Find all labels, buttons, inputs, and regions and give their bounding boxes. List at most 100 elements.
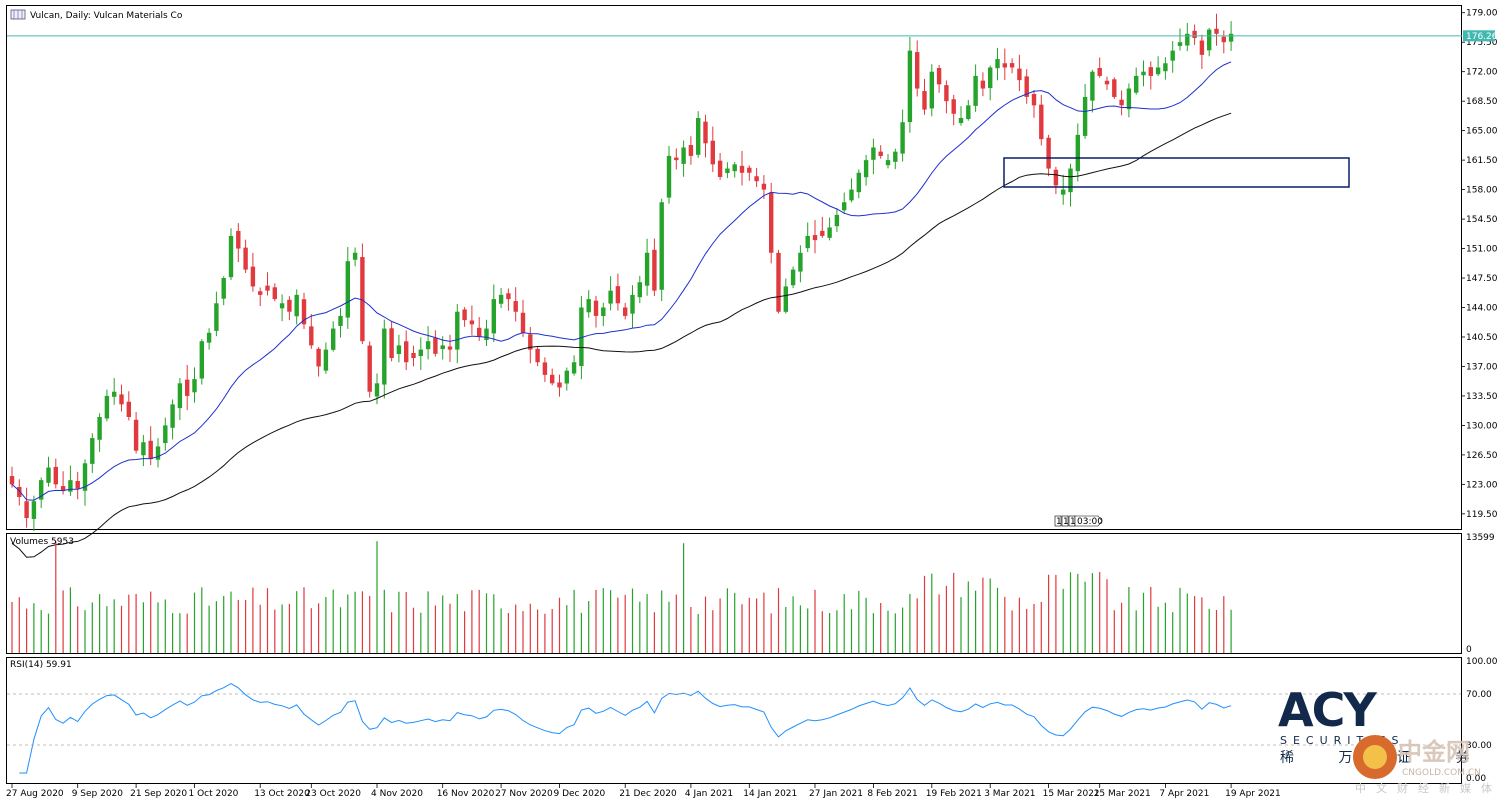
candle-body bbox=[338, 315, 343, 326]
candle-body bbox=[769, 192, 774, 253]
candle-body bbox=[1119, 99, 1124, 106]
candle-body bbox=[498, 294, 504, 304]
ma-short-line bbox=[11, 61, 1232, 501]
candle-body bbox=[68, 480, 73, 492]
candle-body bbox=[951, 99, 956, 114]
candle-body bbox=[177, 383, 183, 409]
candle-body bbox=[513, 301, 518, 312]
current-price-tag: 176.26 bbox=[1463, 30, 1498, 42]
date-tick-label: 14 Jan 2021 bbox=[743, 789, 797, 799]
candle-body bbox=[988, 67, 993, 89]
date-tick-label: 3 Mar 2021 bbox=[984, 789, 1035, 799]
candle-body bbox=[1082, 96, 1088, 136]
candle-body bbox=[644, 252, 650, 286]
candle-body bbox=[17, 486, 22, 497]
rsi-tick-0: 0.00 bbox=[1466, 774, 1486, 784]
time-marker[interactable]: 1 1 1 03:00 bbox=[1054, 515, 1103, 527]
candle-body bbox=[265, 285, 270, 291]
date-axis: 27 Aug 2020 9 Sep 2020 21 Sep 2020 1 Oct 20… bbox=[6, 784, 1281, 799]
candle-body bbox=[39, 480, 44, 500]
candle-body bbox=[820, 230, 825, 236]
candle-body bbox=[75, 480, 80, 489]
candle-body bbox=[367, 345, 372, 392]
candle-body bbox=[316, 348, 321, 367]
candle-body bbox=[331, 328, 336, 350]
marker-box-2: 1 bbox=[1063, 517, 1069, 527]
price-tick-label: 123.00 bbox=[1466, 480, 1498, 490]
candle-body bbox=[1068, 168, 1073, 193]
date-tick-label: 4 Nov 2020 bbox=[371, 789, 423, 799]
candle-body bbox=[155, 446, 161, 460]
candle-body bbox=[141, 442, 146, 456]
support-zone-box[interactable] bbox=[1003, 157, 1350, 188]
candle-body bbox=[761, 183, 767, 190]
candle-body bbox=[812, 235, 818, 241]
candle-body bbox=[1221, 36, 1226, 43]
candle-body bbox=[827, 227, 832, 238]
candle-body bbox=[1155, 67, 1161, 75]
candle-body bbox=[1148, 67, 1153, 76]
candle-body bbox=[1031, 94, 1037, 106]
candle-body bbox=[360, 257, 365, 342]
candle-body bbox=[907, 50, 913, 123]
candle-body bbox=[601, 307, 606, 317]
candlestick-series bbox=[9, 13, 1234, 532]
date-tick-label: 8 Feb 2021 bbox=[867, 789, 917, 799]
candle-body bbox=[199, 341, 204, 379]
chart-title-text: Vulcan, Daily: Vulcan Materials Co bbox=[30, 11, 183, 21]
candle-body bbox=[944, 85, 949, 102]
candle-body bbox=[192, 379, 197, 393]
candle-body bbox=[922, 91, 927, 110]
price-tick-label: 140.50 bbox=[1466, 333, 1498, 343]
candle-body bbox=[776, 252, 781, 312]
candle-body bbox=[236, 230, 241, 249]
moving-averages bbox=[11, 61, 1232, 558]
candle-body bbox=[214, 303, 219, 331]
candle-body bbox=[936, 67, 942, 85]
date-tick-label: 27 Nov 2020 bbox=[495, 789, 553, 799]
candle-body bbox=[60, 486, 66, 492]
rsi-label: RSI(14) 59.91 bbox=[10, 660, 72, 670]
candle-body bbox=[126, 401, 131, 417]
date-tick-label: 1 Oct 2020 bbox=[189, 789, 239, 799]
candle-body bbox=[535, 348, 540, 363]
candle-body bbox=[674, 157, 679, 161]
candle-body bbox=[163, 425, 168, 444]
price-tick-label: 137.00 bbox=[1466, 362, 1498, 372]
candle-body bbox=[352, 252, 358, 260]
candle-body bbox=[469, 320, 475, 325]
candle-body bbox=[929, 71, 934, 109]
candle-body bbox=[1075, 134, 1080, 172]
candle-body bbox=[958, 118, 964, 124]
candle-body bbox=[863, 160, 869, 178]
date-tick-label: 19 Apr 2021 bbox=[1225, 789, 1281, 799]
date-tick-label: 9 Dec 2020 bbox=[554, 789, 606, 799]
price-panel-frame bbox=[6, 5, 1462, 530]
candle-body bbox=[571, 362, 577, 374]
cngold-watermark: 中金网 CNGOLD.COM.CN 中文财经新媒体 bbox=[1353, 735, 1492, 795]
logo-brand: ACY bbox=[1278, 683, 1377, 737]
candle-body bbox=[1177, 42, 1183, 46]
candle-body bbox=[1104, 80, 1110, 85]
date-tick-label: 25 Mar 2021 bbox=[1094, 789, 1151, 799]
candle-body bbox=[542, 362, 548, 375]
candle-body bbox=[637, 282, 642, 298]
candle-body bbox=[287, 299, 292, 312]
candle-body bbox=[1214, 28, 1219, 34]
date-tick-label: 13 Oct 2020 bbox=[254, 789, 310, 799]
volume-series bbox=[11, 541, 1232, 653]
candle-body bbox=[309, 326, 314, 346]
date-tick-label: 16 Nov 2020 bbox=[437, 789, 495, 799]
rsi-tick-30: 30.00 bbox=[1466, 741, 1492, 751]
candle-body bbox=[805, 235, 810, 249]
candle-body bbox=[666, 155, 672, 198]
candle-body bbox=[243, 247, 248, 270]
price-tick-label: 172.00 bbox=[1466, 68, 1498, 78]
candle-body bbox=[185, 379, 190, 396]
marker-time: 03:00 bbox=[1077, 517, 1103, 527]
candle-body bbox=[301, 299, 307, 325]
date-tick-label: 7 Apr 2021 bbox=[1159, 789, 1209, 799]
candle-body bbox=[973, 75, 978, 106]
candle-body bbox=[440, 345, 445, 350]
